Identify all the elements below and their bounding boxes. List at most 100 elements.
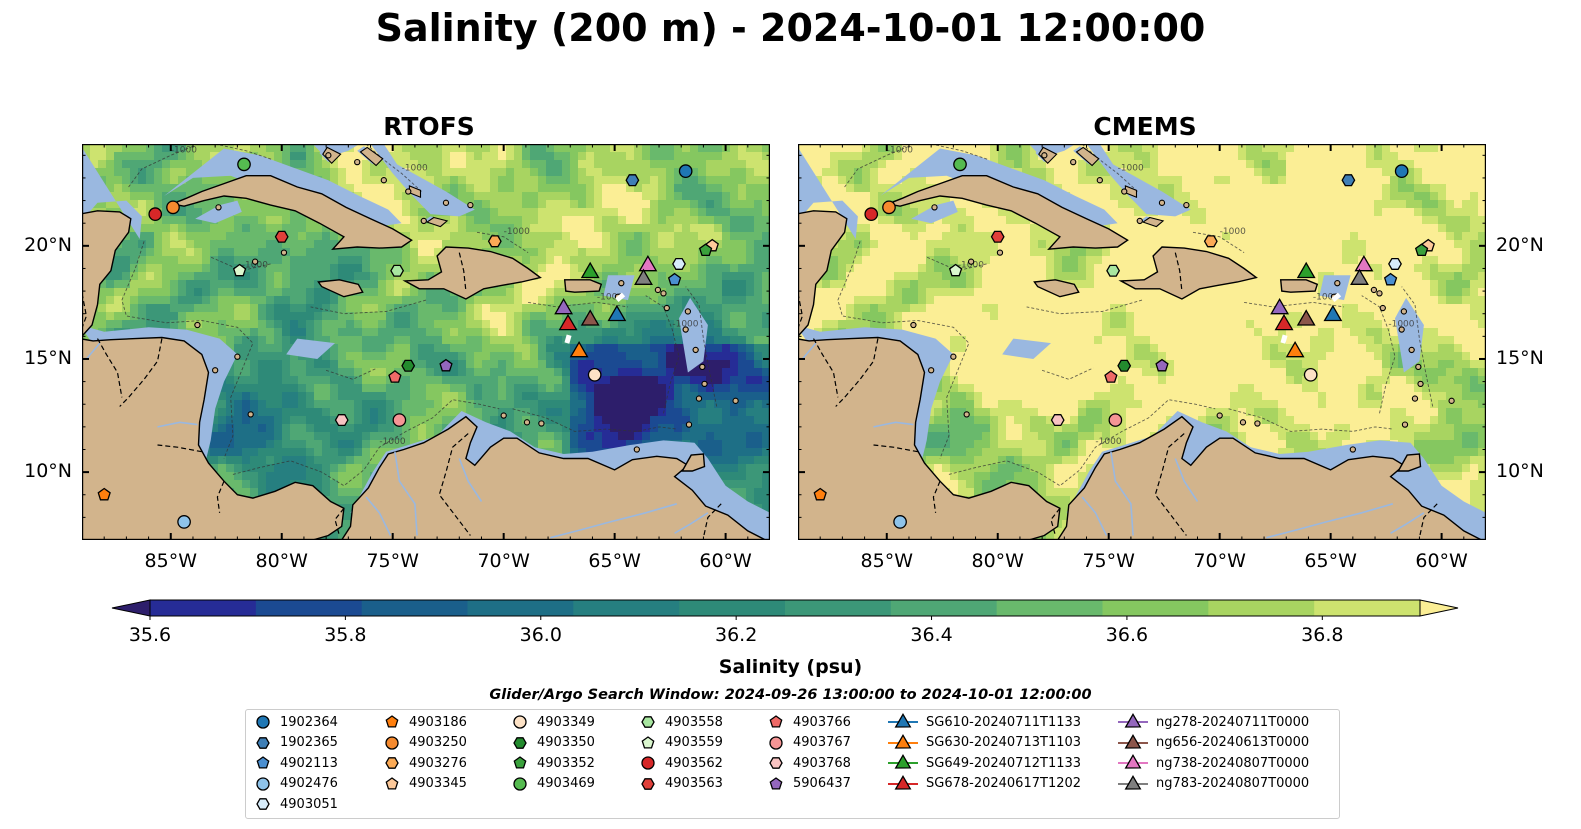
isobath-1000: -1000 -1000 -1000 -1000 -1000 -1000 -1000 bbox=[121, 144, 718, 487]
legend-label: 4903563 bbox=[665, 776, 723, 791]
colorbar-segment bbox=[1314, 600, 1421, 616]
argo-float-4903352 bbox=[698, 243, 713, 257]
legend-item: 4903469 bbox=[511, 774, 595, 794]
legend-label: ng656-20240613T0000 bbox=[1156, 735, 1310, 750]
legend-marker-shape bbox=[641, 716, 655, 728]
isobath-label: -1000 bbox=[958, 261, 984, 271]
legend-marker-hexagon bbox=[513, 736, 527, 749]
colorbar-tick-label: 36.0 bbox=[519, 624, 562, 646]
lon-tick-label: 85°W bbox=[144, 550, 197, 572]
isobath-label: -1000 bbox=[1388, 320, 1414, 330]
legend-marker-hexagon bbox=[385, 757, 399, 769]
legend-marker-shape bbox=[256, 798, 270, 810]
argo-float-4903558 bbox=[390, 264, 405, 277]
isobath-label: -1000 bbox=[597, 292, 623, 302]
glider-SG678-20240617T1202 bbox=[1274, 313, 1294, 331]
glider-ng783-20240807T0000 bbox=[634, 268, 653, 285]
legend-label: 5906437 bbox=[793, 776, 851, 791]
argo-float-4903349 bbox=[1303, 367, 1318, 382]
land bbox=[798, 146, 1486, 540]
argo-float-4903469 bbox=[237, 157, 251, 172]
legend-marker-hexagon bbox=[769, 757, 783, 769]
lat-tick-label-left: 10°N bbox=[24, 460, 72, 483]
legend-label: 4903350 bbox=[537, 735, 595, 750]
legend-marker-shape bbox=[769, 735, 783, 750]
legend-marker-shape bbox=[1124, 754, 1142, 769]
isobath-label: -1000 bbox=[1220, 227, 1246, 237]
land bbox=[82, 146, 770, 540]
panel-title-rtofs: RTOFS bbox=[383, 112, 475, 141]
legend-item: ng738-20240807T0000 bbox=[1118, 753, 1309, 773]
legend-marker-triangle bbox=[888, 774, 918, 790]
land-cuba bbox=[169, 175, 413, 251]
legend-marker-shape bbox=[513, 776, 527, 791]
legend-marker-shape bbox=[1124, 713, 1142, 728]
land-yucatan bbox=[798, 210, 848, 338]
colorbar-segment bbox=[996, 600, 1103, 616]
map-panel-cmems: -1000 -1000 -1000 -1000 -1000 -1000 -1000 bbox=[798, 144, 1486, 540]
legend-marker-pentagon bbox=[769, 715, 783, 728]
legend-item: 4903051 bbox=[254, 794, 338, 814]
legend-marker-shape bbox=[256, 776, 270, 791]
figure-title: Salinity (200 m) - 2024-10-01 12:00:00 bbox=[375, 6, 1206, 50]
legend-item: 4903350 bbox=[511, 733, 595, 753]
legend-marker-pentagon bbox=[641, 735, 655, 749]
glider-SG610-20240711T1133 bbox=[607, 304, 627, 322]
colorbar-tick-label: 35.6 bbox=[128, 624, 172, 646]
argo-float-1902364 bbox=[678, 164, 693, 179]
argo-float-4903186 bbox=[97, 487, 111, 501]
legend-marker-triangle bbox=[888, 713, 918, 728]
legend-label: 4903345 bbox=[409, 776, 467, 791]
legend-item: SG678-20240617T1202 bbox=[888, 774, 1081, 794]
legend-item: 4903349 bbox=[511, 712, 595, 732]
legend-label: 4903352 bbox=[537, 755, 595, 771]
argo-float-4903250 bbox=[166, 200, 180, 215]
glider-SG630-20240713T1103 bbox=[569, 340, 589, 358]
colorbar-tick-label: 36.4 bbox=[910, 624, 953, 646]
colorbar-segment bbox=[679, 600, 786, 616]
legend-marker-hexagon bbox=[256, 736, 270, 749]
legend-item: 4902476 bbox=[254, 774, 338, 794]
legend-marker-pentagon bbox=[256, 756, 270, 769]
argo-float-4902113 bbox=[667, 272, 682, 286]
legend-marker-shape bbox=[385, 715, 399, 728]
legend-label: 4903250 bbox=[409, 735, 467, 750]
map-frame bbox=[82, 144, 770, 540]
colorbar-segment bbox=[255, 600, 363, 616]
rivers bbox=[85, 342, 709, 539]
argo-float-4903563 bbox=[990, 230, 1005, 243]
argo-float-4903562 bbox=[864, 207, 879, 221]
legend-item: 4902113 bbox=[254, 753, 338, 773]
legend-marker-circle bbox=[256, 715, 270, 729]
legend-marker-shape bbox=[256, 715, 270, 729]
legend-label: 4903349 bbox=[537, 714, 595, 730]
legend-marker-circle bbox=[769, 735, 783, 750]
isobath-label: -1000 bbox=[1095, 437, 1121, 447]
legend-item: 4903276 bbox=[383, 753, 467, 773]
argo-float-4903559 bbox=[232, 263, 247, 277]
legend-marker-hexagon bbox=[641, 716, 655, 728]
legend-item: 4903563 bbox=[639, 774, 723, 794]
land-puertorico bbox=[1279, 279, 1319, 293]
legend-item: 4903766 bbox=[767, 712, 851, 732]
legend-label: 4903559 bbox=[665, 735, 723, 750]
argo-float-5906437 bbox=[1155, 358, 1169, 372]
legend-item: 4903250 bbox=[383, 733, 467, 753]
isobath-label: -1000 bbox=[402, 163, 428, 173]
argo-float-4903562 bbox=[148, 207, 163, 221]
legend-label: 4903051 bbox=[280, 796, 338, 812]
lon-tick-label: 75°W bbox=[366, 550, 419, 572]
legend-label: 1902364 bbox=[280, 714, 338, 730]
isobath-label: -1000 bbox=[242, 261, 268, 271]
lon-tick-label: 65°W bbox=[1304, 550, 1357, 572]
legend-label: 4902476 bbox=[280, 776, 338, 791]
legend-marker-shape bbox=[385, 735, 399, 750]
legend-item: 4903186 bbox=[383, 712, 467, 732]
glider-ng656-20240613T0000 bbox=[580, 309, 600, 326]
argo-float-4903766 bbox=[388, 370, 402, 383]
legend-item: SG630-20240713T1103 bbox=[888, 733, 1081, 753]
glider-SG649-20240712T1133 bbox=[580, 261, 600, 279]
legend-marker-shape bbox=[641, 735, 655, 749]
lon-tick-label: 65°W bbox=[588, 550, 641, 572]
argo-float-1902365 bbox=[1341, 174, 1356, 187]
